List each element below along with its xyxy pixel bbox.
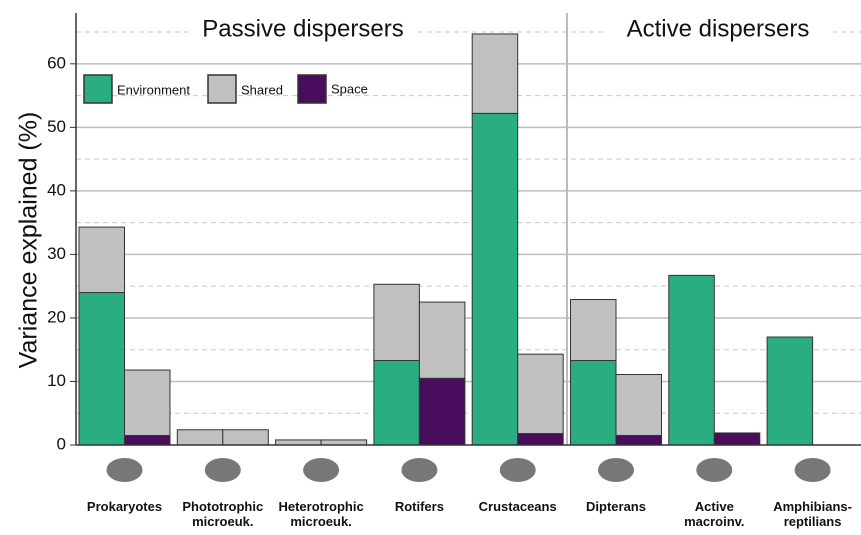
bar-shared: [373, 283, 420, 362]
y-tick-label: 0: [57, 434, 66, 453]
y-axis-label: Variance explained (%): [15, 112, 43, 369]
bar-space: [124, 434, 171, 446]
bar-space: [517, 433, 564, 446]
x-tick-label: Amphibians-reptilians: [773, 499, 852, 529]
bar-environment: [78, 292, 125, 446]
bar-shared: [275, 439, 322, 446]
icon: [598, 458, 634, 482]
bar-shared: [176, 429, 224, 446]
bar-space: [615, 434, 662, 446]
legend-swatch: [207, 74, 237, 104]
bar-shared: [570, 299, 617, 362]
x-tick-label: Crustaceans: [479, 499, 557, 514]
bar-environment: [766, 336, 814, 446]
bar-environment: [570, 360, 617, 446]
y-tick-label: 10: [47, 371, 66, 390]
bar-shared: [222, 429, 269, 446]
legend-swatch: [83, 74, 113, 104]
bar-environment: [373, 360, 420, 446]
y-tick-label: 40: [47, 180, 66, 199]
section-header-bg: [188, 14, 418, 46]
icon: [106, 458, 143, 482]
x-tick-label: Dipterans: [586, 499, 646, 514]
icon: [401, 458, 438, 482]
y-tick-label: 30: [47, 244, 66, 263]
bar-shared: [418, 301, 466, 379]
legend-label: Environment: [117, 82, 190, 97]
legend-label: Space: [331, 81, 368, 96]
y-tick-label: 20: [47, 307, 66, 326]
legend-swatch: [297, 74, 327, 104]
y-tick-label: 50: [47, 117, 66, 136]
bar-shared: [124, 369, 171, 436]
x-tick-label: Heterotrophic microeuk.: [278, 499, 363, 529]
y-tick-label: 60: [47, 53, 66, 72]
x-tick-label: Rotifers: [395, 499, 444, 514]
icon: [696, 458, 733, 482]
x-tick-label: Phototrophic microeuk.: [182, 499, 263, 529]
x-tick-label: Prokaryotes: [87, 499, 162, 514]
section-header: Active dispersers: [627, 15, 810, 42]
bar-shared: [615, 373, 662, 436]
x-tick-label: Active macroinv.: [684, 499, 744, 529]
icon: [499, 458, 536, 482]
section-header: Passive dispersers: [202, 15, 403, 42]
bar-space: [713, 432, 761, 446]
legend-label: Shared: [241, 82, 283, 97]
icon: [204, 458, 241, 482]
bar-shared: [471, 33, 519, 114]
icon: [303, 458, 340, 482]
bar-environment: [668, 274, 715, 446]
bar-shared: [78, 226, 125, 294]
bar-shared: [320, 439, 368, 446]
section-header-bg: [603, 14, 833, 46]
icon: [794, 458, 831, 482]
bar-shared: [517, 353, 564, 435]
bar-space: [418, 377, 466, 446]
bar-environment: [471, 112, 519, 446]
